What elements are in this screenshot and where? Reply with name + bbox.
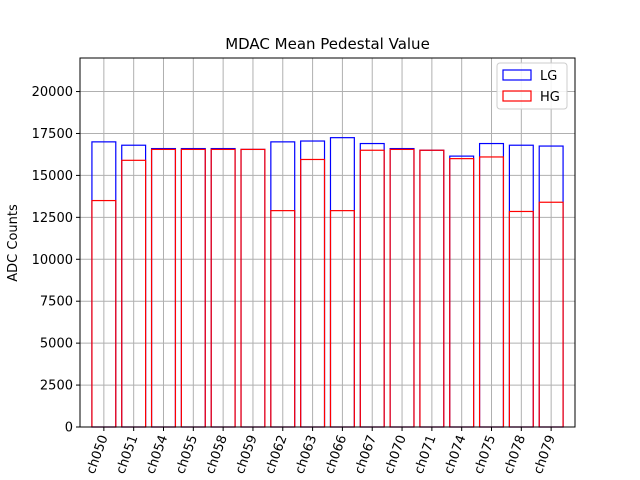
y-tick-label: 0 [65, 421, 73, 436]
legend-label-lg: LG [540, 69, 557, 84]
x-tick-label: ch055 [173, 433, 201, 476]
x-tick-label: ch051 [114, 433, 142, 476]
bars [91, 137, 564, 428]
x-tick-label: ch062 [263, 433, 291, 476]
plot-area-frame [79, 57, 576, 428]
y-tick-label: 2500 [40, 379, 73, 394]
x-tick-label: ch070 [382, 433, 410, 476]
x-tick-label: ch058 [203, 433, 231, 476]
y-tick-label: 12500 [32, 211, 73, 226]
x-tick-label: ch075 [471, 433, 499, 476]
grid-lines [80, 58, 575, 427]
legend-box [496, 62, 568, 110]
x-tick-label: ch067 [352, 433, 380, 476]
y-tick-label: 10000 [32, 253, 73, 268]
legend-label-hg: HG [540, 90, 560, 105]
y-axis-ticks: 0 2500 5000 7500 10000 12500 15000 17500 20000 [32, 85, 80, 436]
x-axis-ticks: ch050 ch051 ch054 ch055 ch058 ch059 ch062 ch063… [84, 427, 559, 476]
x-tick-label: ch054 [143, 433, 171, 476]
y-tick-label: 15000 [32, 169, 73, 184]
legend-swatch-hg [502, 90, 532, 102]
x-tick-label: ch066 [322, 433, 350, 476]
legend-swatch-lg [502, 69, 532, 81]
x-tick-label: ch071 [412, 433, 440, 476]
y-tick-label: 20000 [32, 85, 73, 100]
x-tick-label: ch074 [442, 433, 470, 476]
x-tick-label: ch079 [531, 433, 559, 476]
x-tick-label: ch059 [233, 433, 261, 476]
x-tick-label: ch078 [501, 433, 529, 476]
y-tick-label: 7500 [40, 295, 73, 310]
chart-title: MDAC Mean Pedestal Value [225, 35, 430, 53]
x-tick-label: ch063 [293, 433, 321, 476]
y-axis-label: ADC Counts [6, 204, 21, 282]
y-tick-label: 5000 [40, 337, 73, 352]
y-tick-label: 17500 [32, 127, 73, 142]
x-tick-label: ch050 [84, 433, 112, 476]
legend: LG HG [496, 62, 568, 110]
